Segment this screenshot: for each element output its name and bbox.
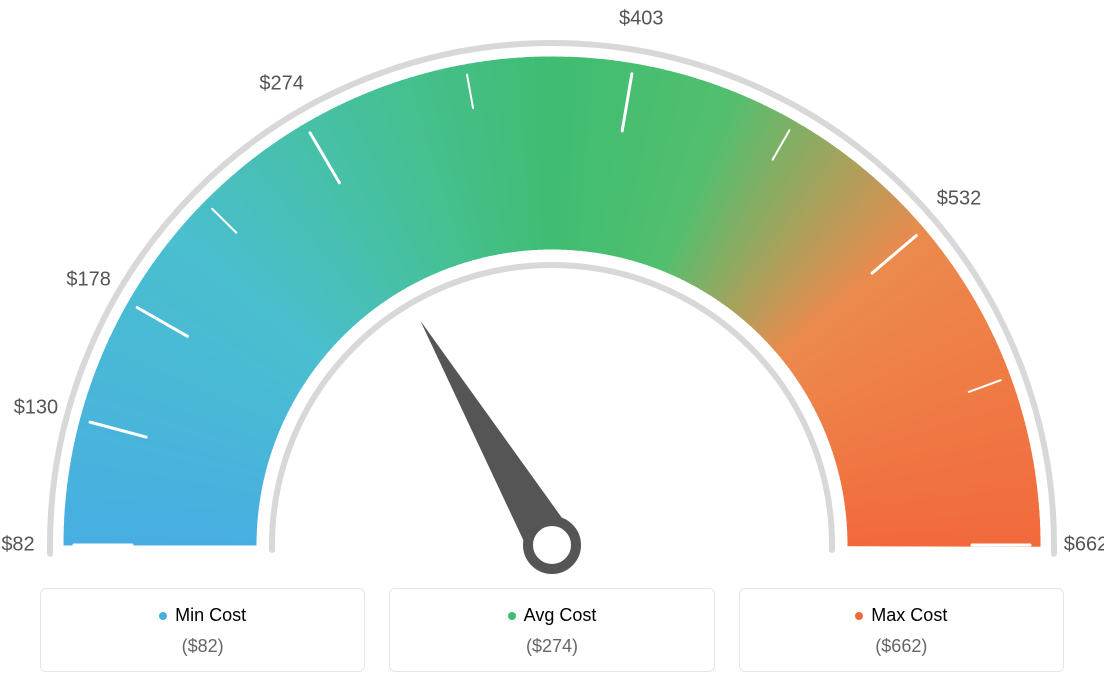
gauge-tick-label: $82: [1, 534, 34, 557]
legend-max-dot: [855, 612, 863, 620]
legend-avg: Avg Cost ($274): [389, 588, 714, 672]
gauge-needle-hub: [528, 521, 576, 569]
gauge-svg: [0, 0, 1104, 590]
gauge-arc: [64, 57, 1040, 546]
legend-min-value: ($82): [41, 636, 364, 657]
legend-min: Min Cost ($82): [40, 588, 365, 672]
legend-avg-label: Avg Cost: [524, 605, 597, 626]
gauge-tick-label: $532: [937, 188, 982, 211]
gauge-area: $82 $130 $178 $274 $403 $532 $662: [0, 0, 1104, 590]
legend-max: Max Cost ($662): [739, 588, 1064, 672]
gauge-tick-label: $403: [619, 7, 664, 30]
gauge-tick-label: $178: [66, 268, 111, 291]
legend-avg-value: ($274): [390, 636, 713, 657]
legend-max-label-row: Max Cost: [855, 605, 947, 626]
legend-min-label: Min Cost: [175, 605, 246, 626]
gauge-tick-label: $662: [1064, 534, 1104, 557]
legend: Min Cost ($82) Avg Cost ($274) Max Cost …: [40, 588, 1064, 672]
gauge-chart-container: $82 $130 $178 $274 $403 $532 $662 Min Cost ($8…: [0, 0, 1104, 690]
legend-avg-label-row: Avg Cost: [508, 605, 597, 626]
legend-avg-dot: [508, 612, 516, 620]
gauge-tick-label: $274: [259, 73, 304, 96]
legend-min-dot: [159, 612, 167, 620]
legend-min-label-row: Min Cost: [159, 605, 246, 626]
legend-max-value: ($662): [740, 636, 1063, 657]
legend-max-label: Max Cost: [871, 605, 947, 626]
gauge-tick-label: $130: [14, 396, 59, 419]
